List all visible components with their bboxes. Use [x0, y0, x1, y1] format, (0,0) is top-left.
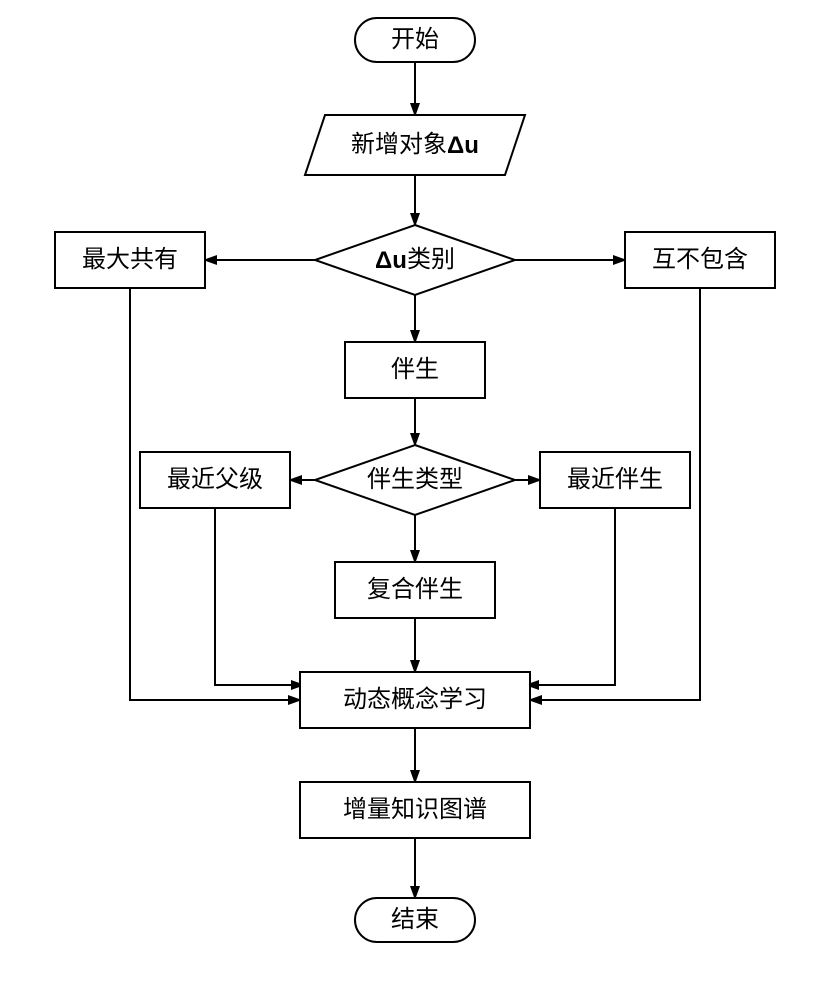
- label-learn: 动态概念学习: [343, 686, 487, 713]
- label-input: 新增对象Δu: [351, 131, 479, 159]
- node-mid2: 复合伴生: [335, 562, 495, 618]
- label-decision2: 伴生类型: [367, 466, 463, 493]
- flowchart-svg: 开始新增对象Δu Δu类别 最大共有 互不包含伴生伴生类型 最近父级 最近伴生复合伴生动态…: [0, 0, 830, 1000]
- node-right1: 互不包含: [625, 232, 775, 288]
- node-start: 开始: [355, 18, 475, 62]
- node-right2: 最近伴生: [540, 452, 690, 508]
- node-decision1: Δu类别: [315, 225, 515, 295]
- nodes-group: 开始新增对象Δu Δu类别 最大共有 互不包含伴生伴生类型 最近父级 最近伴生复合伴生动态…: [55, 18, 775, 942]
- node-left2: 最近父级: [140, 452, 290, 508]
- label-left2: 最近父级: [167, 466, 263, 493]
- label-mid1: 伴生: [391, 356, 439, 383]
- label-start: 开始: [391, 26, 439, 53]
- node-input: 新增对象Δu: [305, 115, 525, 175]
- node-graph: 增量知识图谱: [300, 782, 530, 838]
- label-left1: 最大共有: [82, 246, 178, 273]
- label-decision1: Δu类别: [375, 246, 455, 274]
- edge-right2-learn: [527, 508, 615, 685]
- label-right2: 最近伴生: [567, 466, 663, 493]
- node-learn: 动态概念学习: [300, 672, 530, 728]
- node-mid1: 伴生: [345, 342, 485, 398]
- label-end: 结束: [391, 906, 439, 933]
- edge-left2-learn: [215, 508, 303, 685]
- label-mid2: 复合伴生: [367, 576, 463, 603]
- label-graph: 增量知识图谱: [343, 796, 487, 823]
- node-decision2: 伴生类型: [315, 445, 515, 515]
- node-end: 结束: [355, 898, 475, 942]
- node-left1: 最大共有: [55, 232, 205, 288]
- label-right1: 互不包含: [652, 246, 748, 273]
